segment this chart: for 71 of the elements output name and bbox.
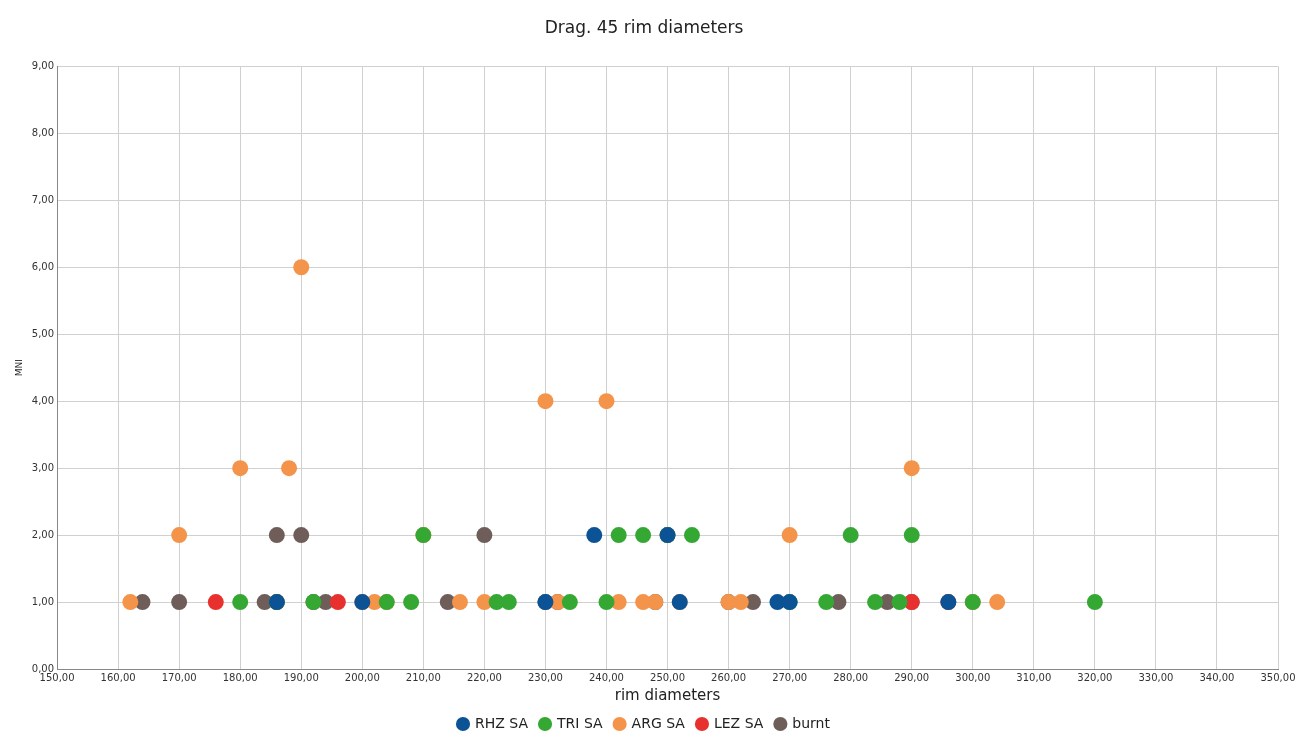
y-tick-label: 4,00 [31, 394, 55, 406]
point [903, 460, 920, 477]
point [989, 594, 1006, 611]
x-tick-label: 250,00 [650, 671, 686, 683]
point [781, 527, 798, 544]
x-tick-label: 190,00 [283, 671, 319, 683]
y-tick-label: 9,00 [31, 59, 55, 71]
x-tick-label: 240,00 [588, 671, 624, 683]
x-tick-label: 350,00 [1260, 671, 1296, 683]
x-tick-label: 310,00 [1016, 671, 1052, 683]
x-tick-label: 230,00 [527, 671, 563, 683]
x-tick-label: 340,00 [1199, 671, 1235, 683]
point [500, 594, 517, 611]
point [842, 527, 859, 544]
point [586, 527, 603, 544]
point [598, 393, 615, 410]
point [293, 259, 310, 276]
point [537, 393, 554, 410]
x-tick-label: 160,00 [100, 671, 136, 683]
x-axis-title: rim diameters [614, 685, 721, 704]
point [610, 527, 627, 544]
point [683, 527, 700, 544]
point [122, 594, 139, 611]
y-tick-label: 5,00 [31, 327, 55, 339]
point [329, 594, 346, 611]
legend-label: LEZ SA [713, 714, 764, 731]
x-tick-label: 300,00 [955, 671, 991, 683]
y-tick-label: 1,00 [31, 595, 55, 607]
y-tick-label: 6,00 [31, 260, 55, 272]
x-tick-label: 270,00 [772, 671, 808, 683]
y-axis-title: MNI [13, 359, 24, 377]
point [207, 594, 224, 611]
legend-label: TRI SA [556, 714, 604, 731]
point [867, 594, 884, 611]
y-tick-label: 0,00 [31, 662, 55, 674]
point [1086, 594, 1103, 611]
chart-title: Drag. 45 rim diameters [544, 16, 744, 37]
point [818, 594, 835, 611]
x-tick-label: 330,00 [1138, 671, 1174, 683]
point [561, 594, 578, 611]
legend-label: RHZ SA [475, 714, 529, 731]
x-tick-label: 290,00 [894, 671, 930, 683]
point [171, 527, 188, 544]
legend-label: burnt [792, 714, 831, 731]
y-tick-label: 3,00 [31, 461, 55, 473]
y-tick-label: 2,00 [31, 528, 55, 540]
x-tick-label: 170,00 [161, 671, 197, 683]
point [903, 527, 920, 544]
y-tick-label: 8,00 [31, 126, 55, 138]
x-tick-label: 260,00 [711, 671, 747, 683]
point [268, 527, 285, 544]
legend-label: ARG SA [631, 714, 686, 731]
point [635, 527, 652, 544]
point [476, 527, 493, 544]
x-tick-label: 280,00 [833, 671, 869, 683]
point [403, 594, 420, 611]
x-tick-label: 200,00 [344, 671, 380, 683]
x-tick-label: 220,00 [466, 671, 502, 683]
x-tick-label: 320,00 [1077, 671, 1113, 683]
point [171, 594, 188, 611]
point [598, 594, 615, 611]
point [232, 460, 249, 477]
point [451, 594, 468, 611]
point [732, 594, 749, 611]
x-tick-label: 210,00 [405, 671, 441, 683]
point [281, 460, 298, 477]
x-tick-label: 180,00 [222, 671, 258, 683]
point [293, 527, 310, 544]
point [232, 594, 249, 611]
y-tick-label: 7,00 [31, 193, 55, 205]
point [891, 594, 908, 611]
